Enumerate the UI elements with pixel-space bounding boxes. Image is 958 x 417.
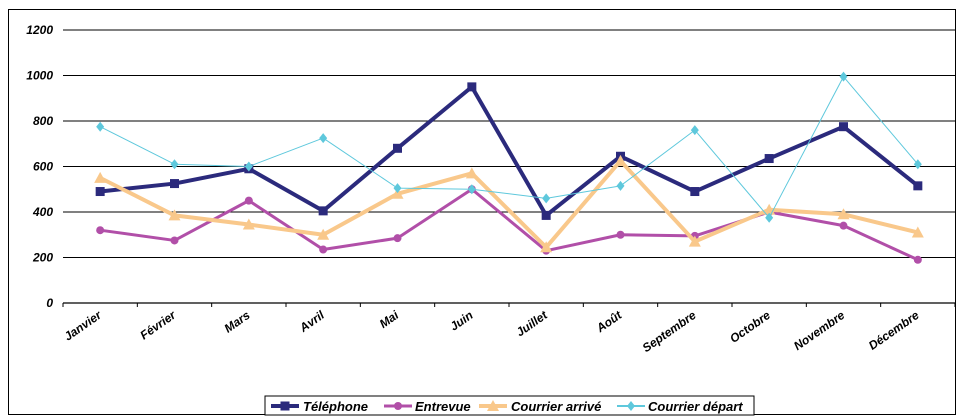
series-group (94, 71, 924, 264)
series-1 (96, 185, 922, 264)
x-tick-label: Février (137, 307, 179, 342)
data-point (393, 234, 402, 243)
data-point (540, 241, 553, 253)
y-tick-label: 0 (46, 296, 53, 310)
y-tick-label: 800 (33, 114, 53, 128)
legend-swatch-marker (627, 401, 635, 411)
data-point (96, 121, 105, 132)
data-point (168, 209, 181, 221)
x-axis: Janvier Février Mars Avril Mai Juin Juillet Aoû… (61, 303, 956, 355)
x-tick-label: Novembre (791, 308, 847, 353)
data-point (467, 82, 477, 92)
legend-item-2: Courrier arrivé (479, 399, 601, 414)
x-tick-label: Avril (296, 308, 327, 336)
data-point (839, 71, 848, 82)
legend-item-1: Entrevue (384, 399, 471, 414)
legend-item-0: Téléphone (271, 399, 368, 414)
y-tick-label: 1200 (26, 23, 53, 37)
data-point (244, 196, 253, 205)
series-3 (96, 71, 922, 223)
series-0 (95, 82, 923, 220)
y-tick-label: 600 (33, 160, 53, 174)
data-point (913, 255, 922, 264)
data-point (541, 210, 551, 220)
legend-label: Entrevue (415, 399, 471, 414)
data-point (839, 122, 848, 132)
y-tick-label: 1000 (26, 69, 53, 83)
data-point (465, 167, 478, 179)
data-point (393, 183, 402, 194)
legend-item-3: Courrier départ (617, 399, 743, 414)
data-point (170, 236, 179, 245)
data-point (318, 206, 328, 216)
x-tick-label: Janvier (61, 307, 105, 343)
series-line (99, 187, 919, 262)
data-point (690, 187, 700, 197)
x-tick-label: Mars (222, 308, 253, 336)
data-point (616, 230, 625, 239)
data-point (393, 143, 402, 153)
data-point (616, 180, 625, 191)
x-tick-label: Octobre (727, 308, 773, 346)
x-tick-label: Décembre (866, 308, 922, 353)
data-point (319, 245, 328, 254)
series-line (99, 76, 919, 219)
y-tick-label: 200 (32, 251, 53, 265)
data-point (317, 228, 330, 240)
legend: Téléphone Entrevue Courrier arrivé Courrier… (264, 395, 755, 416)
data-point (242, 218, 255, 230)
x-tick-label: Juin (447, 308, 475, 334)
data-point (764, 154, 774, 164)
y-axis: 0 200 400 600 800 1000 1200 (26, 23, 53, 310)
legend-swatch-marker (487, 400, 499, 411)
data-point (170, 159, 179, 170)
data-point (542, 193, 551, 204)
legend-label: Téléphone (303, 399, 368, 414)
x-tick-label: Août (593, 307, 625, 335)
data-point (837, 208, 850, 220)
data-point (95, 187, 105, 197)
data-point (319, 133, 328, 144)
data-point (96, 226, 105, 235)
data-point (614, 154, 627, 166)
data-point (913, 159, 922, 170)
data-point (913, 181, 923, 191)
data-point (839, 221, 848, 230)
series-line (99, 158, 919, 250)
legend-swatch-marker (280, 401, 290, 411)
x-tick-label: Septembre (640, 308, 699, 355)
data-point (170, 179, 179, 189)
data-point (690, 125, 699, 136)
data-point (94, 171, 107, 183)
legend-box (264, 395, 755, 416)
legend-label: Courrier départ (648, 399, 743, 414)
x-tick-label: Juillet (513, 307, 550, 339)
y-tick-label: 400 (32, 205, 53, 219)
legend-swatch-marker (394, 402, 402, 410)
data-point (244, 161, 253, 172)
data-point (467, 184, 476, 195)
data-point (911, 226, 924, 238)
data-point (391, 187, 404, 199)
x-tick-label: Mai (377, 308, 402, 331)
legend-label: Courrier arrivé (511, 399, 601, 414)
series-line (99, 84, 920, 218)
data-point (765, 212, 774, 223)
grid-lines (63, 29, 955, 304)
data-point (688, 235, 701, 247)
series-2 (94, 154, 924, 253)
